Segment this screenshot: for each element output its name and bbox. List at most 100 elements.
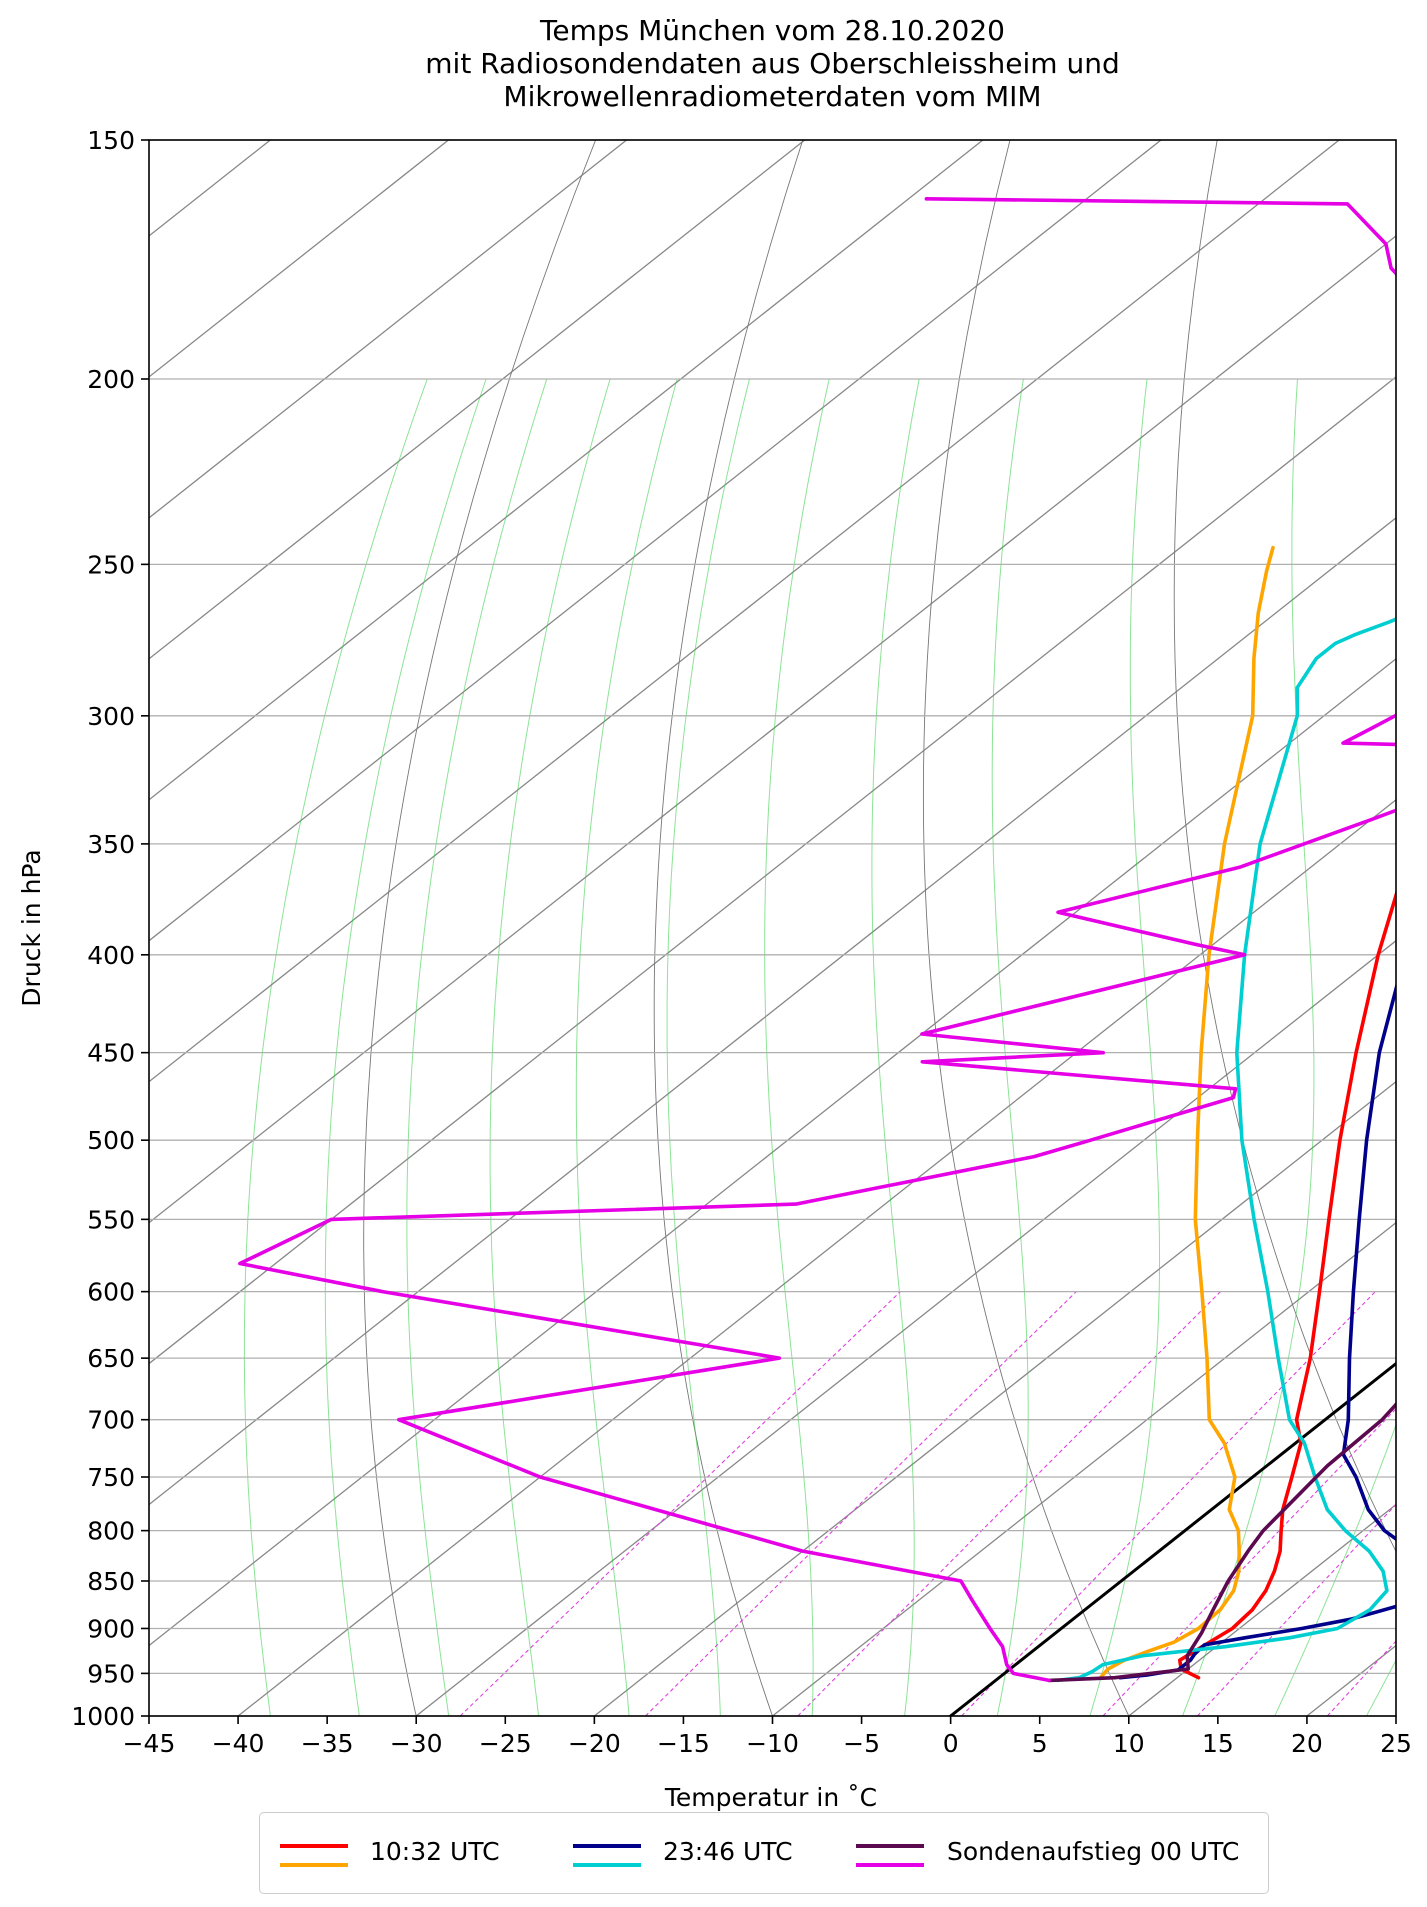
pressure-gridlines: [149, 139, 1396, 1717]
y-tick-label: 750: [87, 1463, 135, 1492]
isotherm-line: [149, 517, 1396, 1506]
y-tick-label: 550: [87, 1205, 135, 1234]
y-tick-label: 950: [87, 1659, 135, 1688]
mixing-ratio-line: [459, 1291, 901, 1716]
background-lines: [0, 0, 1427, 1757]
legend: 10:32 UTC 23:46 UTC Sondenaufstieg 00 UT…: [259, 1812, 1269, 1894]
y-tick-label: 200: [87, 365, 135, 394]
legend-item-1032: 10:32 UTC: [270, 1813, 570, 1895]
moist-adiabat-line: [1274, 1423, 1396, 1716]
chart-title: Temps München vom 28.10.2020 mit Radioso…: [0, 14, 1427, 113]
y-axis-label: Druck in hPa: [17, 849, 46, 1006]
legend-label: 23:46 UTC: [663, 1837, 793, 1866]
y-tick-label: 500: [87, 1126, 135, 1155]
isotherm-line: [237, 798, 1396, 1716]
dry-adiabat-line: [1409, 0, 1427, 1757]
profile-series: [238, 197, 1396, 1683]
x-tick-label: −30: [390, 1729, 443, 1758]
y-tick-label: 850: [87, 1567, 135, 1596]
isotherm-line: [149, 376, 1396, 1365]
x-tick-label: 25: [1380, 1729, 1412, 1758]
legend-swatch-dewpoint: [573, 1863, 641, 1867]
x-tick-label: −5: [843, 1729, 880, 1758]
x-tick-label: 10: [1113, 1729, 1145, 1758]
moist-adiabat-line: [764, 378, 830, 1716]
legend-swatch-temperature: [856, 1844, 924, 1848]
isotherm-line: [1305, 1644, 1396, 1716]
x-tick-label: 15: [1202, 1729, 1234, 1758]
y-tick-label: 350: [87, 830, 135, 859]
isotherm-line: [415, 939, 1396, 1716]
title-line-2: mit Radiosondendaten aus Oberschleisshei…: [425, 47, 1120, 80]
legend-label: 10:32 UTC: [370, 1837, 500, 1866]
moist-adiabat-line: [666, 378, 750, 1716]
plot-frame: [148, 139, 1397, 1717]
isotherm-line: [149, 140, 806, 660]
isotherm-line: [771, 1221, 1396, 1716]
mixing-ratio-line: [961, 1291, 1376, 1716]
y-tick-label: 700: [87, 1406, 135, 1435]
mixing-ratio-line: [645, 1291, 1077, 1716]
isotherm-line: [0, 0, 518, 1757]
legend-swatch-temperature: [573, 1844, 641, 1848]
y-axis-ticks: 150 200 250 300 350 400 450 500 550 600 650 700 750 8…: [71, 126, 149, 1731]
moist-adiabat-line: [489, 378, 611, 1716]
y-tick-label: 400: [87, 941, 135, 970]
y-tick-label: 1000: [71, 1702, 135, 1731]
x-tick-label: 20: [1291, 1729, 1323, 1758]
isotherm-line: [149, 140, 984, 801]
x-tick-label: −15: [657, 1729, 710, 1758]
isotherm-line: [149, 235, 1396, 1224]
moist-adiabat-line: [1181, 378, 1315, 1716]
series-line-2: [1118, 981, 1396, 1680]
zero-isotherm-line: [948, 1361, 1396, 1716]
legend-swatch-dewpoint: [856, 1863, 924, 1867]
x-tick-label: −45: [123, 1729, 176, 1758]
series-line-1: [1098, 545, 1275, 1680]
y-tick-label: 300: [87, 702, 135, 731]
y-tick-label: 150: [87, 126, 135, 155]
moist-adiabat-line: [1365, 1659, 1396, 1716]
y-tick-label: 250: [87, 550, 135, 579]
x-tick-label: −35: [301, 1729, 354, 1758]
y-tick-label: 600: [87, 1278, 135, 1307]
legend-swatch-dewpoint: [280, 1863, 348, 1867]
isotherm-line: [149, 658, 1396, 1647]
series-line-3: [1056, 617, 1396, 1683]
y-tick-label: 650: [87, 1344, 135, 1373]
y-tick-label: 450: [87, 1039, 135, 1068]
mixing-ratio-line: [1326, 1640, 1396, 1716]
x-tick-label: −10: [746, 1729, 799, 1758]
x-tick-label: −25: [479, 1729, 532, 1758]
title-line-3: Mikrowellenradiometerdaten vom MIM: [503, 80, 1042, 113]
dry-adiabat-line: [922, 140, 1130, 1716]
series-line-4: [1047, 1401, 1396, 1683]
isotherm-line: [593, 1080, 1396, 1716]
moist-adiabat-line: [243, 378, 428, 1716]
x-tick-label: 5: [1032, 1729, 1048, 1758]
zero-isotherm: [948, 1361, 1396, 1716]
y-tick-label: 800: [87, 1517, 135, 1546]
x-axis-ticks: −45 −40 −35 −30 −25 −20 −15 −10 −5 0 5 10 15 20 25: [123, 1716, 1412, 1758]
legend-item-sonde: Sondenaufstieg 00 UTC: [846, 1813, 1266, 1895]
dry-adiabat-line: [1173, 140, 1396, 1553]
x-tick-label: −40: [212, 1729, 265, 1758]
moist-adiabat-line: [406, 378, 548, 1716]
moist-adiabat-line: [324, 378, 487, 1716]
moist-adiabat-line: [991, 378, 1029, 1716]
moist-adiabat-line: [871, 378, 920, 1716]
series-line-5: [238, 197, 1396, 1683]
legend-item-2346: 23:46 UTC: [563, 1813, 863, 1895]
legend-swatch-temperature: [280, 1844, 348, 1848]
x-tick-label: 0: [943, 1729, 959, 1758]
moist-adiabat-line: [1089, 378, 1160, 1716]
isotherm-line: [1127, 1503, 1396, 1716]
legend-label: Sondenaufstieg 00 UTC: [947, 1837, 1240, 1866]
y-tick-label: 900: [87, 1614, 135, 1643]
series-line-0: [1178, 889, 1396, 1680]
isotherm-line: [149, 140, 628, 519]
isotherm-line: [149, 140, 1163, 942]
mixing-ratio-line: [1102, 1407, 1396, 1716]
dry-adiabat-line: [363, 140, 597, 1716]
